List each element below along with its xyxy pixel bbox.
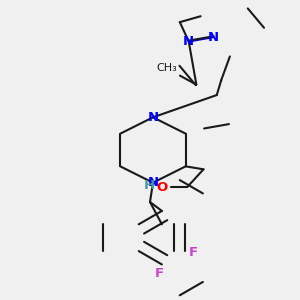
Text: N: N (183, 35, 194, 48)
Text: N: N (147, 111, 158, 124)
Text: F: F (189, 246, 198, 259)
Text: CH₃: CH₃ (157, 63, 178, 73)
Text: O: O (157, 181, 168, 194)
Text: N: N (208, 31, 219, 44)
Text: F: F (154, 267, 164, 280)
Text: N: N (147, 176, 158, 189)
Text: H: H (144, 179, 155, 192)
